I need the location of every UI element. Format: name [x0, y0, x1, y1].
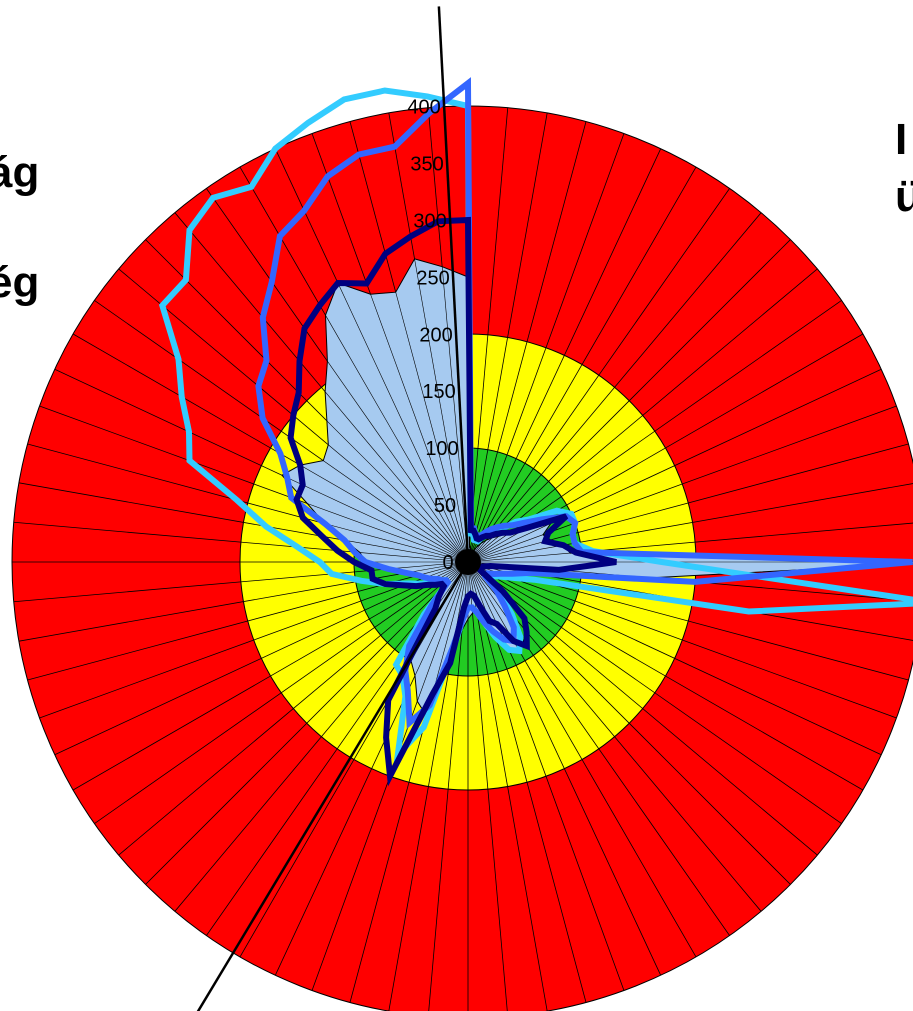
spoke-line: [467, 561, 548, 1011]
spoke-line: [145, 561, 469, 885]
area-spoke: [388, 561, 469, 570]
area-spoke: [323, 460, 469, 563]
axis-line-1: [196, 561, 470, 1011]
spoke-line: [467, 133, 625, 563]
axis-lines: [196, 6, 481, 1011]
spoke-line: [467, 561, 842, 824]
spoke-line: [467, 107, 509, 563]
spoke-line: [118, 561, 469, 856]
r-tick-label: 50: [434, 495, 456, 517]
spoke-line: [467, 212, 762, 563]
spoke-line: [467, 561, 587, 1003]
area-spoke: [327, 361, 469, 563]
side-text-right-2: ü: [895, 172, 913, 221]
radial-tick-labels: 0 50 100 150 200 250 300 350 400: [407, 97, 458, 574]
spoke-line: [467, 561, 818, 856]
axis-line-0: [437, 6, 470, 563]
spoke-line: [467, 112, 548, 563]
area-spoke: [337, 282, 469, 563]
area-spoke: [326, 420, 469, 563]
spoke-line: [467, 561, 864, 791]
r-tick-label: 150: [422, 381, 455, 403]
spoke-line: [467, 561, 882, 756]
series-layer: [158, 77, 913, 787]
side-text-left-1: ág: [0, 148, 40, 197]
spoke-line: [467, 166, 697, 563]
area-spoke: [281, 475, 469, 563]
spoke-line: [467, 561, 897, 719]
area-spoke: [467, 552, 571, 563]
series-line-2: [255, 77, 913, 729]
center-hub: [455, 549, 481, 575]
spoke-line: [54, 561, 469, 756]
r-tick-label: 250: [416, 267, 449, 289]
spoke-line: [94, 561, 469, 824]
area-spoke: [417, 561, 469, 702]
spoke-line: [428, 561, 469, 1011]
spoke-line: [467, 268, 818, 563]
area-spoke: [360, 552, 469, 563]
area-spoke: [307, 503, 469, 563]
spoke-line: [467, 121, 587, 563]
area-spoke: [324, 391, 469, 563]
area-spoke: [300, 464, 469, 563]
area-spoke: [467, 544, 564, 563]
area-spoke: [441, 266, 469, 563]
area-spoke: [414, 561, 469, 676]
r-tick-label: 0: [442, 552, 453, 574]
spoke-line: [72, 561, 469, 791]
side-text-right-1: I: [895, 115, 908, 164]
r-tick-label: 350: [410, 154, 443, 176]
area-spoke: [344, 539, 469, 563]
spoke-line: [467, 148, 662, 563]
spoke-line: [467, 239, 791, 563]
series-line-3: [287, 216, 617, 787]
r-tick-label: 400: [407, 97, 440, 119]
spoke-line: [467, 188, 730, 563]
area-spoke: [328, 444, 469, 563]
area-spoke: [467, 534, 544, 563]
area-spoke: [467, 523, 551, 563]
side-text-left-2: ég: [0, 258, 40, 307]
r-tick-label: 200: [419, 324, 452, 346]
area-spoke: [324, 523, 469, 563]
area-spoke: [467, 539, 551, 563]
spoke-line: [18, 561, 469, 642]
r-tick-label: 300: [413, 211, 446, 233]
r-tick-label: 100: [425, 438, 458, 460]
area-spoke: [325, 315, 469, 563]
spoke-line: [467, 561, 508, 1011]
area-spoke: [414, 258, 469, 563]
spoke-line: [39, 561, 469, 719]
area-spoke: [395, 292, 469, 563]
area-spoke: [370, 294, 469, 563]
